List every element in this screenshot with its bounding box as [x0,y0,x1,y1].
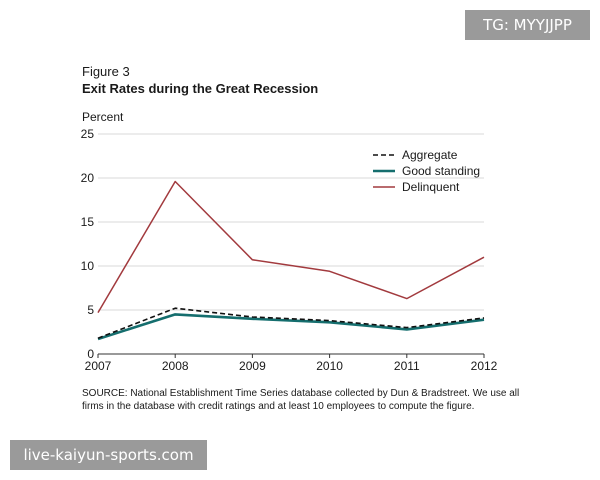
chart-title: Exit Rates during the Great Recession [82,81,319,96]
watermark-top-right: TG: MYYJJPP [465,10,590,40]
line-chart: 0 5 10 15 20 25 2007 2008 2009 2010 2011 2012 Aggr… [81,127,498,373]
x-tick-label-2008: 2008 [162,359,189,373]
x-tick-label-2007: 2007 [85,359,112,373]
y-tick-label-10: 10 [81,259,95,273]
legend: Aggregate Good standing Delinquent [373,148,480,194]
y-axis-label: Percent [82,110,124,124]
series-line-delinquent [97,180,485,313]
legend-label-good-standing: Good standing [402,164,480,178]
series-lines [97,180,485,341]
x-tick-label-2011: 2011 [394,359,420,373]
y-tick-label-5: 5 [87,303,94,317]
y-tick-label-25: 25 [81,127,95,141]
x-tick-label-2012: 2012 [471,359,498,373]
y-tick-label-20: 20 [81,171,95,185]
legend-label-delinquent: Delinquent [402,180,460,194]
y-tick-label-0: 0 [87,347,94,361]
x-tick-label-2010: 2010 [316,359,343,373]
figure-label: Figure 3 [82,64,130,79]
y-tick-labels: 0 5 10 15 20 25 [81,127,95,361]
series-line-good-standing [97,313,485,341]
series-line-aggregate [97,307,485,339]
x-tick-labels: 2007 2008 2009 2010 2011 2012 [85,354,498,373]
watermark-bottom-left: live-kaiyun-sports.com [10,440,207,470]
x-tick-label-2009: 2009 [239,359,266,373]
y-tick-label-15: 15 [81,215,95,229]
legend-label-aggregate: Aggregate [402,148,458,162]
source-note: SOURCE: National Establishment Time Seri… [82,388,520,412]
